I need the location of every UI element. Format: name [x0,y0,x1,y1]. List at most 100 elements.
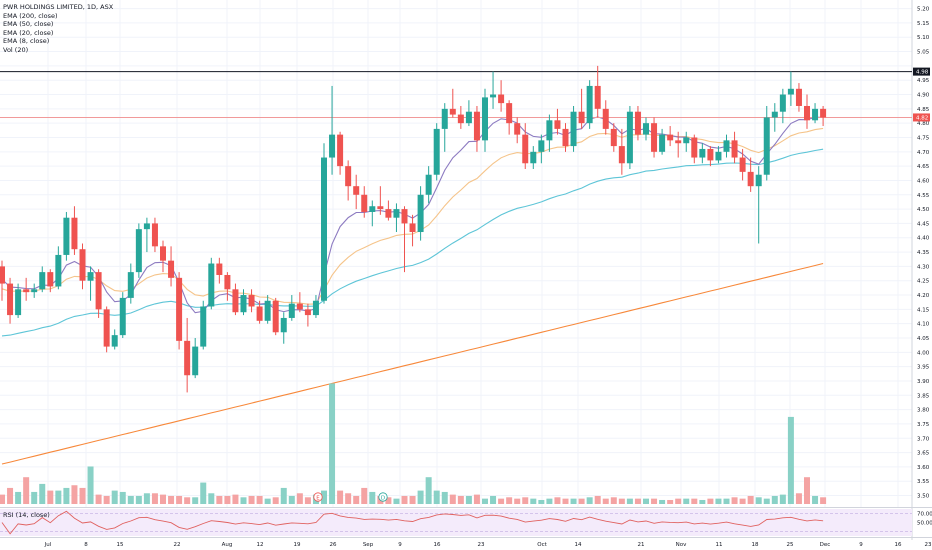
volume-bars [0,383,827,504]
candle-body [345,166,352,187]
volume-bar [15,491,22,504]
volume-bar [272,497,279,504]
candle-body [240,295,247,313]
candle-body [272,300,279,333]
volume-bar [280,487,287,504]
y-tick-label: 4.10 [917,322,930,328]
candle-body [820,108,827,118]
candle-body [224,274,231,290]
x-tick-label: 22 [174,542,181,548]
candle-body [659,134,666,152]
candle-body [87,272,94,281]
candle-body [586,85,593,124]
volume-bar [586,497,593,504]
y-tick-label: 4.90 [917,93,930,99]
volume-bar [7,487,14,504]
volume-bar [208,493,215,504]
ema-8-line [1,116,824,314]
candle-body [127,272,134,298]
candle-body [288,303,295,318]
y-tick-label: 4.60 [917,178,930,184]
volume-bar [578,498,585,504]
candle-body [377,206,384,210]
candle-body [232,289,239,313]
candle-body [804,105,810,121]
volume-bar [135,495,142,504]
candle-body [787,88,794,95]
volume-bar [659,499,666,504]
volume-bar [691,498,698,504]
volume-bar [804,477,810,504]
volume-bar [651,498,658,504]
volume-bar [546,498,553,504]
x-tick-label: 19 [294,542,301,548]
candle-body [610,128,617,147]
volume-bar [71,485,78,504]
volume-bar [747,495,754,504]
candle-body [465,111,472,124]
volume-bar [675,498,682,504]
event-marker-label: D [381,496,385,502]
y-tick-label: 4.40 [917,236,930,242]
candle-body [490,94,497,98]
volume-bar [119,491,126,504]
y-tick-label: 4.55 [917,193,930,199]
volume-bar [723,498,730,504]
candle-body [602,108,609,129]
y-tick-label: 5.05 [917,50,930,56]
candle-body [63,217,70,255]
y-tick-label: 3.80 [917,408,930,414]
volume-bar [31,491,38,504]
candle-body [683,137,690,144]
legend-ema50: EMA (50, close) [3,20,54,29]
volume-bar [626,498,633,504]
candle-body [393,209,400,218]
candle-body [409,223,416,233]
candle-body [626,111,633,164]
candle-body [385,209,392,218]
volume-bar [168,495,175,504]
price-badge-bg [913,67,930,76]
y-tick-label: 4.00 [917,350,930,356]
candle-body [707,148,714,161]
candle-body [216,263,223,275]
chart-title: PWR HOLDINGS LIMITED, 1D, ASX [3,3,114,11]
candle-body [31,289,38,293]
y-tick-label: 4.30 [917,264,930,270]
volume-bar [176,495,183,504]
candle-body [353,186,360,195]
y-tick-label: 3.60 [917,465,930,471]
volume-bar [514,498,521,504]
y-tick-label: 3.70 [917,436,930,442]
candle-body [55,254,62,287]
ema-200-line [1,262,824,465]
x-tick-label: Sep [363,542,374,548]
volume-bar [634,498,641,504]
y-tick-label: 5.20 [917,7,930,13]
volume-bar [47,490,54,504]
candle-body [160,246,166,261]
x-tick-label: 8 [84,542,88,548]
price-badge-bg [913,113,930,122]
candle-body [192,346,199,376]
ema-50-line [1,148,824,337]
candle-body [715,151,722,161]
volume-bar [296,493,303,504]
y-tick-label: 4.85 [917,107,930,113]
volume-bar [812,495,819,504]
y-tick-label: 4.45 [917,221,930,227]
volume-bar [329,383,336,504]
y-tick-label: 4.65 [917,164,930,170]
candle-body [739,157,746,172]
volume-bar [353,495,360,504]
x-tick-label: 9 [859,542,863,548]
volume-bar [787,416,794,504]
ema-200-line [1,262,824,465]
volume-bar [457,495,464,504]
volume-bar [200,482,207,504]
candle-body [264,300,271,321]
candle-body [71,217,78,250]
volume-bar [498,498,505,504]
